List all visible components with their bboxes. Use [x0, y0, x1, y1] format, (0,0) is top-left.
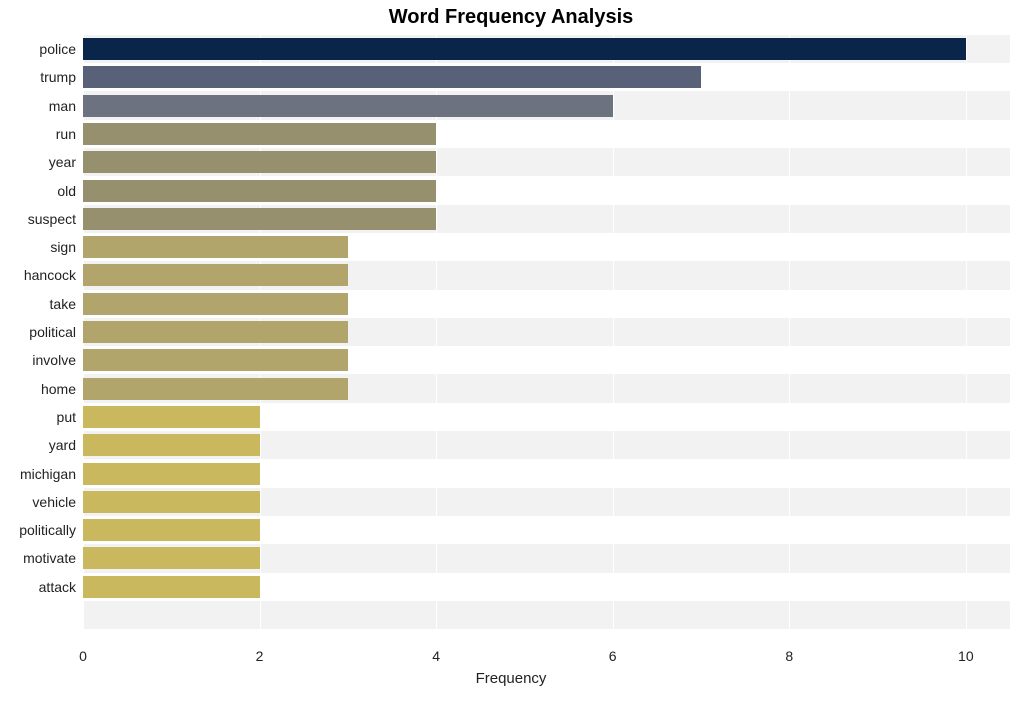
y-tick-label: suspect [6, 211, 76, 227]
y-tick-label: hancock [6, 267, 76, 283]
bar [83, 151, 436, 173]
x-axis-label: Frequency [0, 670, 1022, 687]
bar [83, 378, 348, 400]
x-tick-label: 4 [416, 648, 456, 664]
y-tick-label: old [6, 183, 76, 199]
grid-line [436, 35, 437, 640]
y-tick-label: michigan [6, 466, 76, 482]
word-frequency-chart: Word Frequency Analysis Frequency police… [0, 0, 1022, 701]
bar [83, 576, 260, 598]
y-tick-label: police [6, 41, 76, 57]
bar [83, 434, 260, 456]
y-tick-label: trump [6, 69, 76, 85]
bar [83, 491, 260, 513]
bar [83, 123, 436, 145]
chart-title: Word Frequency Analysis [0, 6, 1022, 29]
plot-area [83, 35, 1010, 640]
x-tick-label: 0 [63, 648, 103, 664]
y-tick-label: run [6, 126, 76, 142]
y-tick-label: politically [6, 522, 76, 538]
bar [83, 236, 348, 258]
bar [83, 349, 348, 371]
grid-band [83, 601, 1010, 629]
bar [83, 293, 348, 315]
bar [83, 519, 260, 541]
y-tick-label: motivate [6, 550, 76, 566]
grid-line [613, 35, 614, 640]
x-tick-label: 10 [946, 648, 986, 664]
y-tick-label: sign [6, 239, 76, 255]
x-tick-label: 6 [593, 648, 633, 664]
bar [83, 264, 348, 286]
y-tick-label: involve [6, 352, 76, 368]
y-tick-label: man [6, 98, 76, 114]
grid-line [789, 35, 790, 640]
y-tick-label: yard [6, 437, 76, 453]
bar [83, 463, 260, 485]
bar [83, 95, 613, 117]
bar [83, 66, 701, 88]
bar [83, 38, 966, 60]
y-tick-label: home [6, 381, 76, 397]
y-tick-label: put [6, 409, 76, 425]
x-tick-label: 8 [769, 648, 809, 664]
grid-line [966, 35, 967, 640]
x-tick-label: 2 [240, 648, 280, 664]
bar [83, 406, 260, 428]
y-tick-label: political [6, 324, 76, 340]
bar [83, 180, 436, 202]
y-tick-label: year [6, 154, 76, 170]
bar [83, 547, 260, 569]
bar [83, 321, 348, 343]
y-tick-label: attack [6, 579, 76, 595]
bar [83, 208, 436, 230]
y-tick-label: vehicle [6, 494, 76, 510]
y-tick-label: take [6, 296, 76, 312]
